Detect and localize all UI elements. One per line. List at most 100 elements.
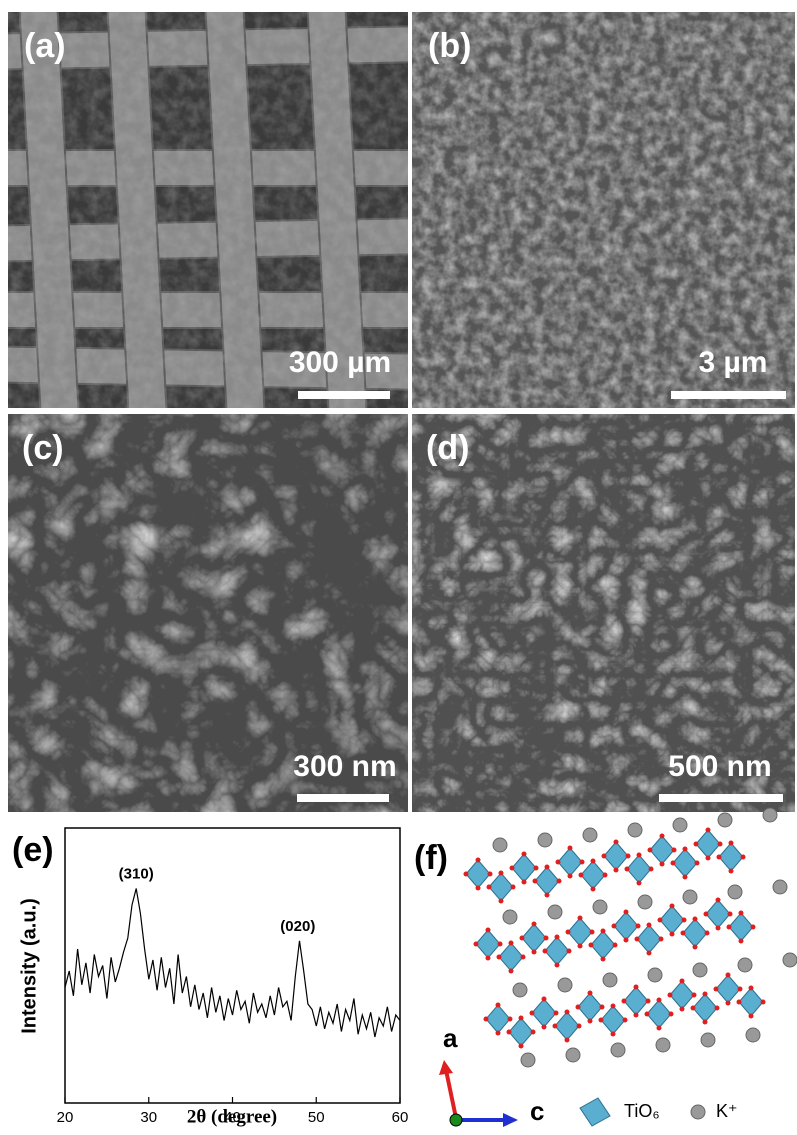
octahedron	[637, 925, 661, 953]
octahedron	[673, 849, 697, 877]
octahedron	[545, 937, 569, 965]
legend-icon	[580, 1098, 610, 1126]
oxygen	[716, 898, 721, 903]
oxygen	[522, 880, 527, 885]
oxygen	[591, 887, 596, 892]
oxygen	[474, 942, 479, 947]
potassium	[773, 880, 787, 894]
oxygen	[622, 999, 627, 1004]
octahedron	[683, 919, 707, 947]
oxygen	[533, 879, 538, 884]
oxygen	[717, 855, 722, 860]
x-tick-label: 50	[308, 1109, 325, 1126]
oxygen	[729, 869, 734, 874]
octahedron	[522, 924, 546, 952]
potassium	[566, 1048, 580, 1062]
oxygen	[565, 1038, 570, 1043]
oxygen	[553, 1024, 558, 1029]
oxygen	[530, 1011, 535, 1016]
panel-label: (a)	[24, 27, 66, 65]
oxygen	[555, 935, 560, 940]
potassium	[701, 1033, 715, 1047]
octahedron	[499, 943, 523, 971]
oxygen	[542, 997, 547, 1002]
oxygen	[669, 1012, 674, 1017]
peak-label: (020)	[280, 918, 315, 935]
oxygen	[566, 930, 571, 935]
oxygen	[660, 862, 665, 867]
oxygen	[729, 841, 734, 846]
octahedron	[476, 930, 500, 958]
octahedron	[614, 912, 638, 940]
legend-label: TiO₆	[624, 1101, 660, 1121]
oxygen	[625, 867, 630, 872]
oxygen	[519, 1016, 524, 1021]
legend-label: K⁺	[716, 1101, 738, 1121]
oxygen	[680, 979, 685, 984]
oxygen	[705, 931, 710, 936]
oxygen	[568, 874, 573, 879]
oxygen	[728, 912, 733, 917]
octahedron	[601, 1006, 625, 1034]
octahedron	[693, 994, 717, 1022]
oxygen	[626, 854, 631, 859]
oxygen	[545, 865, 550, 870]
oxygen	[496, 1003, 501, 1008]
oxygen	[648, 848, 653, 853]
oxygen	[602, 854, 607, 859]
potassium	[746, 1028, 760, 1042]
octahedron	[627, 855, 651, 883]
oxygen	[693, 917, 698, 922]
panel-label: (e)	[12, 831, 54, 869]
panel-label: (b)	[428, 27, 471, 65]
oxygen	[726, 973, 731, 978]
oxygen	[668, 993, 673, 998]
oxygen	[509, 969, 514, 974]
octahedron	[647, 1000, 671, 1028]
oxygen	[737, 1000, 742, 1005]
oxygen	[601, 957, 606, 962]
oxygen	[614, 868, 619, 873]
oxygen	[636, 924, 641, 929]
oxygen	[601, 929, 606, 934]
axis-label: a	[443, 1023, 458, 1053]
axes-triad	[439, 1060, 518, 1127]
potassium	[611, 1043, 625, 1057]
oxygen	[576, 1005, 581, 1010]
oxygen	[634, 985, 639, 990]
oxygen	[614, 840, 619, 845]
oxygen	[508, 1017, 513, 1022]
potassium	[763, 808, 777, 822]
oxygen	[544, 936, 549, 941]
oxygen	[519, 1044, 524, 1049]
oxygen	[715, 1006, 720, 1011]
oxygen	[543, 949, 548, 954]
oxygen	[658, 918, 663, 923]
potassium	[593, 900, 607, 914]
octahedron	[624, 987, 648, 1015]
potassium	[548, 905, 562, 919]
oxygen	[647, 951, 652, 956]
potassium	[728, 885, 742, 899]
scale-label: 300 nm	[293, 750, 396, 783]
oxygen	[522, 852, 527, 857]
oxygen	[739, 939, 744, 944]
oxygen	[476, 858, 481, 863]
octahedron	[604, 842, 628, 870]
oxygen	[612, 924, 617, 929]
oxygen	[714, 987, 719, 992]
oxygen	[659, 937, 664, 942]
oxygen	[657, 1026, 662, 1031]
oxygen	[496, 1031, 501, 1036]
potassium	[673, 818, 687, 832]
potassium	[648, 968, 662, 982]
octahedron	[555, 1012, 579, 1040]
oxygen	[589, 943, 594, 948]
panel-label: (d)	[426, 429, 469, 467]
octahedron	[466, 860, 490, 888]
octahedron	[670, 981, 694, 1009]
potassium	[638, 895, 652, 909]
scale-bar	[297, 794, 389, 802]
oxygen	[520, 936, 525, 941]
oxygen	[649, 867, 654, 872]
